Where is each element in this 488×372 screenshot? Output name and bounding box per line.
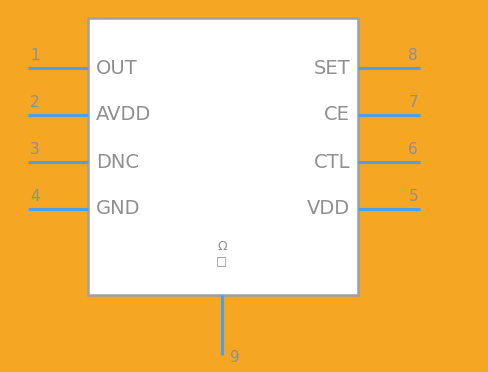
Text: 5: 5: [408, 189, 418, 204]
Text: 9: 9: [230, 350, 240, 365]
Text: 8: 8: [408, 48, 418, 63]
Text: 7: 7: [408, 95, 418, 110]
Bar: [88, 18, 358, 295]
Text: DNC: DNC: [96, 153, 139, 171]
Text: 6: 6: [408, 142, 418, 157]
Text: VDD: VDD: [307, 199, 350, 218]
Text: CE: CE: [324, 106, 350, 125]
Text: SET: SET: [313, 58, 350, 77]
Text: Ω: Ω: [217, 241, 227, 253]
Text: ☐: ☐: [216, 257, 227, 269]
Text: 2: 2: [30, 95, 40, 110]
Text: 3: 3: [30, 142, 40, 157]
Text: 4: 4: [30, 189, 40, 204]
Text: 1: 1: [30, 48, 40, 63]
Text: OUT: OUT: [96, 58, 138, 77]
Text: CTL: CTL: [313, 153, 350, 171]
Text: GND: GND: [96, 199, 141, 218]
Text: AVDD: AVDD: [96, 106, 151, 125]
